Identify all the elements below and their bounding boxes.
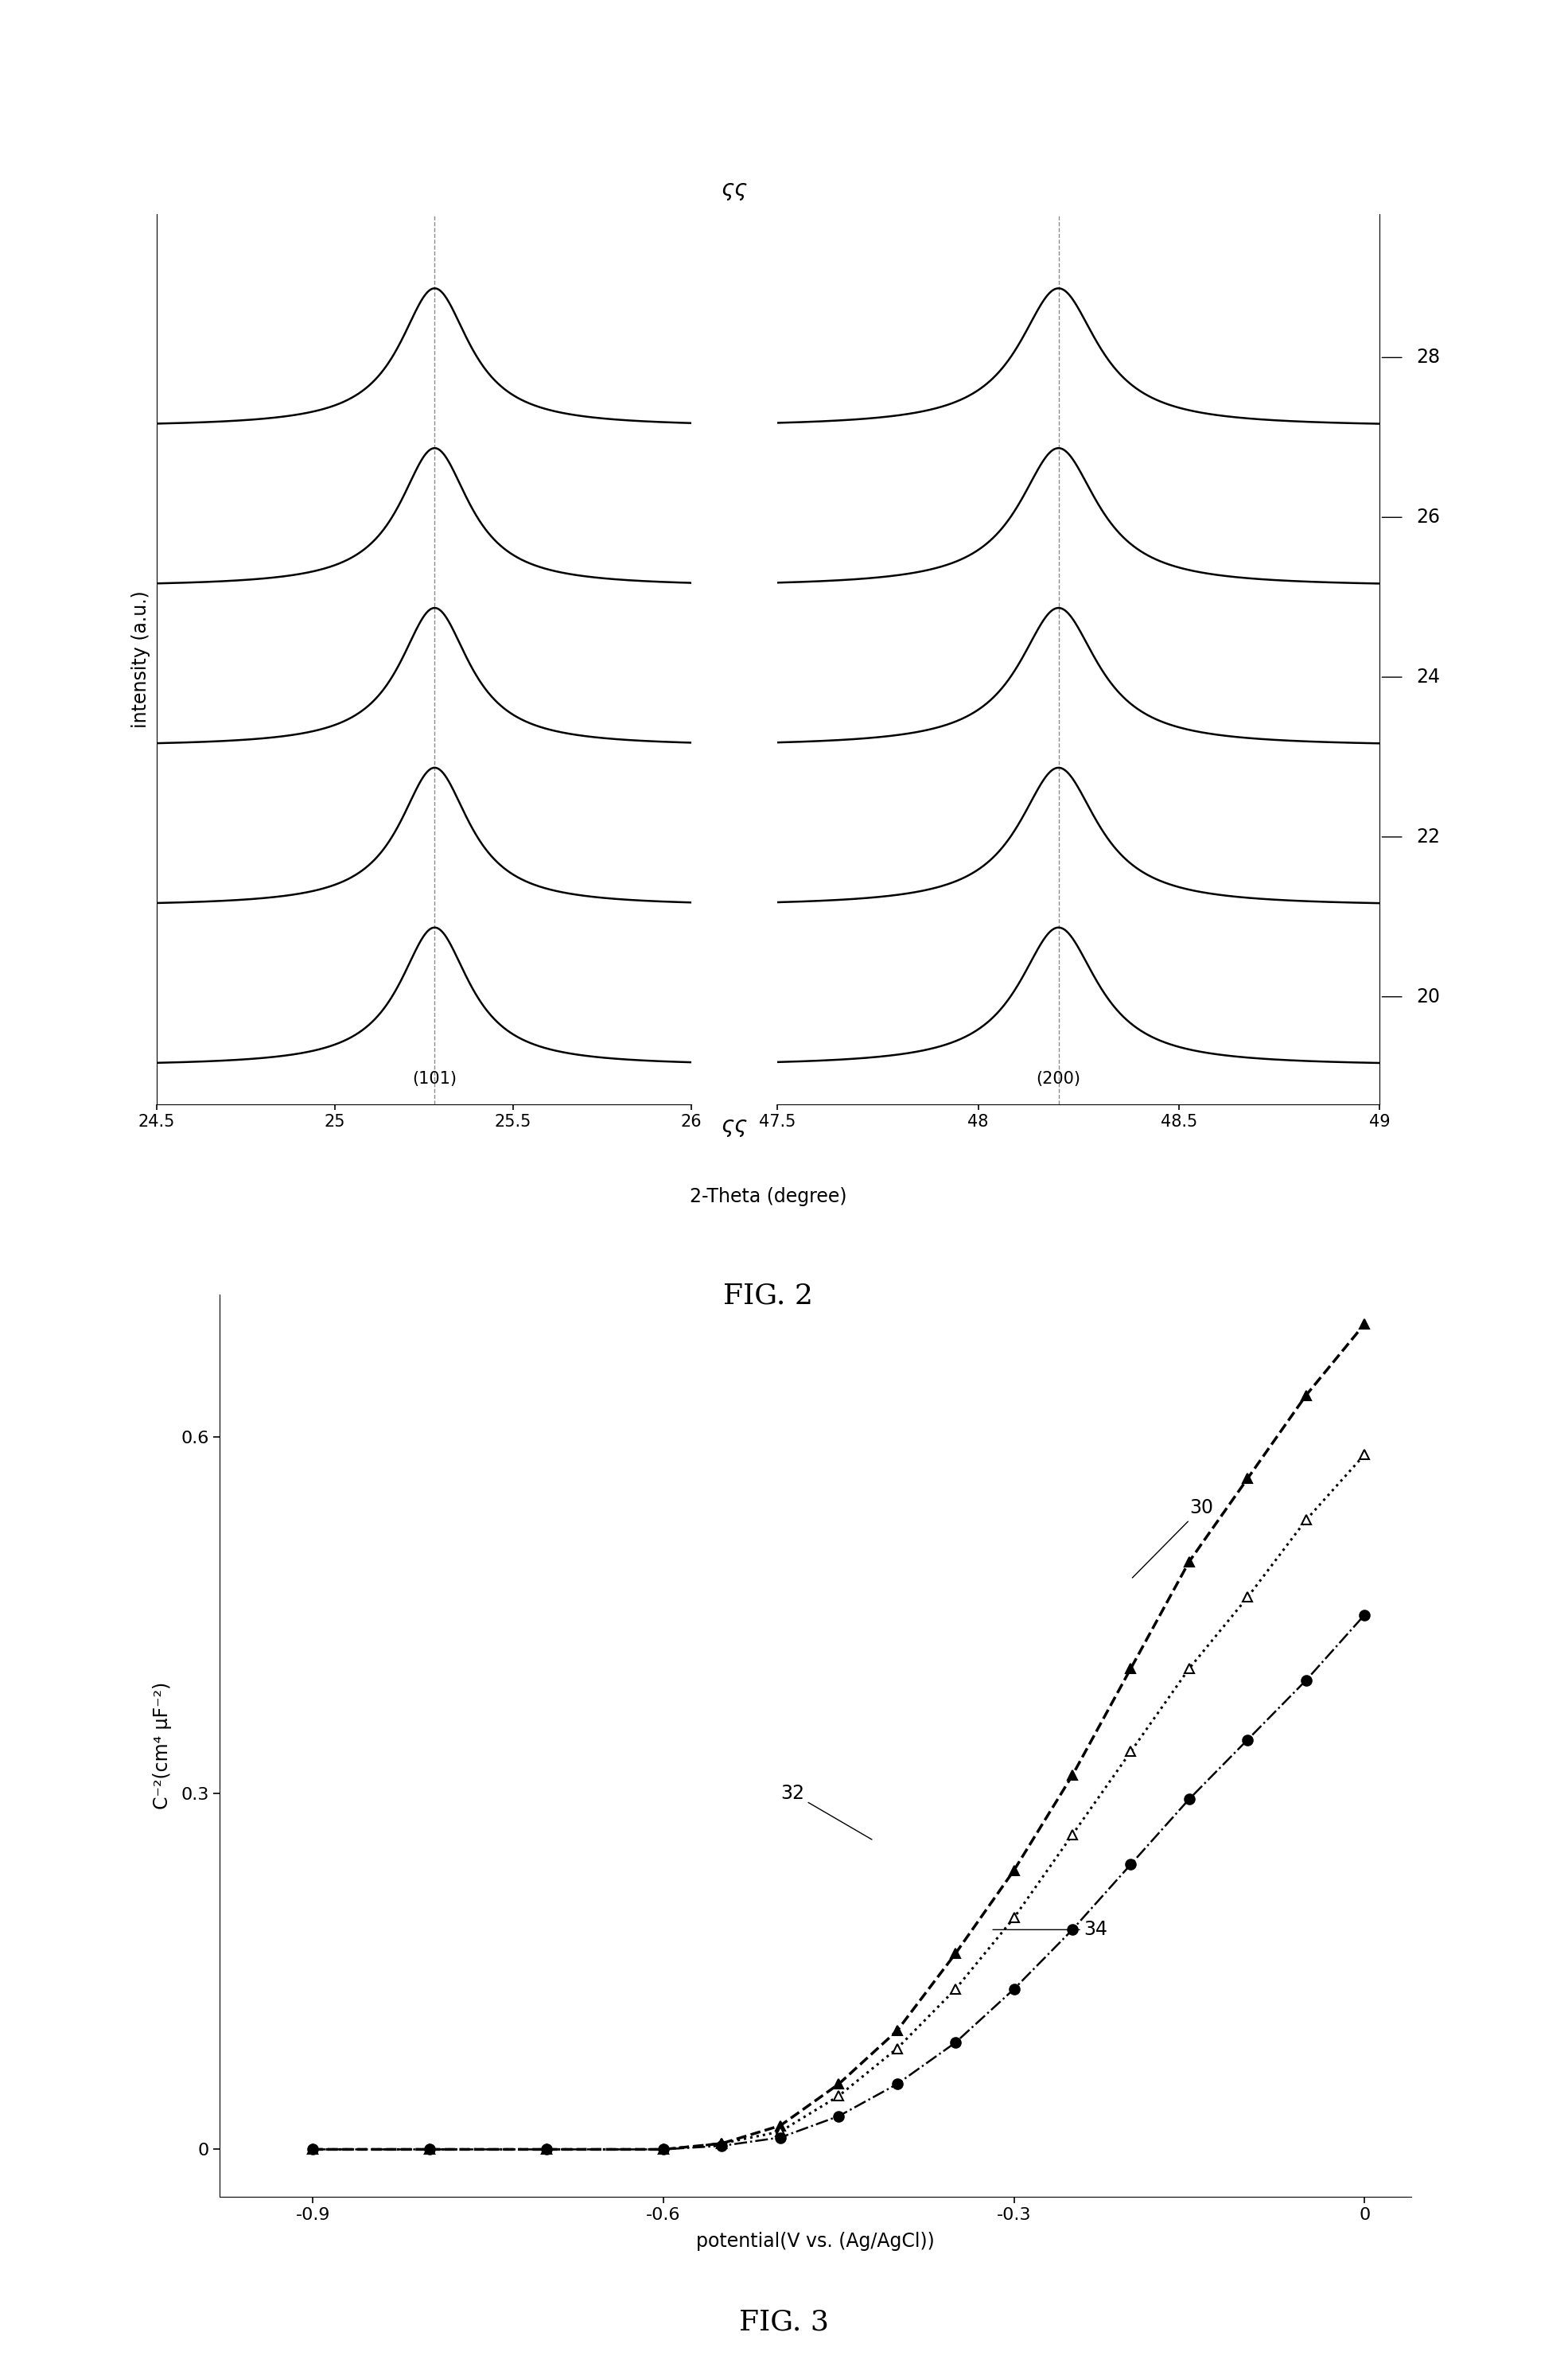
Text: 30: 30 (1132, 1499, 1214, 1577)
Text: $\varsigma\varsigma$: $\varsigma\varsigma$ (721, 1116, 748, 1138)
Text: 20: 20 (1416, 988, 1439, 1007)
Text: 22: 22 (1416, 826, 1439, 846)
Text: (101): (101) (412, 1071, 456, 1088)
Text: 26: 26 (1416, 508, 1439, 527)
Text: $\varsigma\varsigma$: $\varsigma\varsigma$ (721, 180, 748, 202)
Text: (200): (200) (1036, 1071, 1080, 1088)
Text: 34: 34 (993, 1919, 1109, 1940)
Text: FIG. 2: FIG. 2 (723, 1283, 814, 1309)
Text: 28: 28 (1416, 349, 1439, 368)
Y-axis label: intensity (a.u.): intensity (a.u.) (132, 591, 151, 727)
Text: 32: 32 (781, 1784, 872, 1841)
Text: FIG. 3: FIG. 3 (739, 2308, 829, 2335)
Text: 2-Theta (degree): 2-Theta (degree) (690, 1188, 847, 1207)
X-axis label: potential(V vs. (Ag/AgCl)): potential(V vs. (Ag/AgCl)) (696, 2232, 935, 2252)
Text: 24: 24 (1416, 667, 1439, 686)
Y-axis label: C⁻²(cm⁴ μF⁻²): C⁻²(cm⁴ μF⁻²) (154, 1682, 172, 1810)
